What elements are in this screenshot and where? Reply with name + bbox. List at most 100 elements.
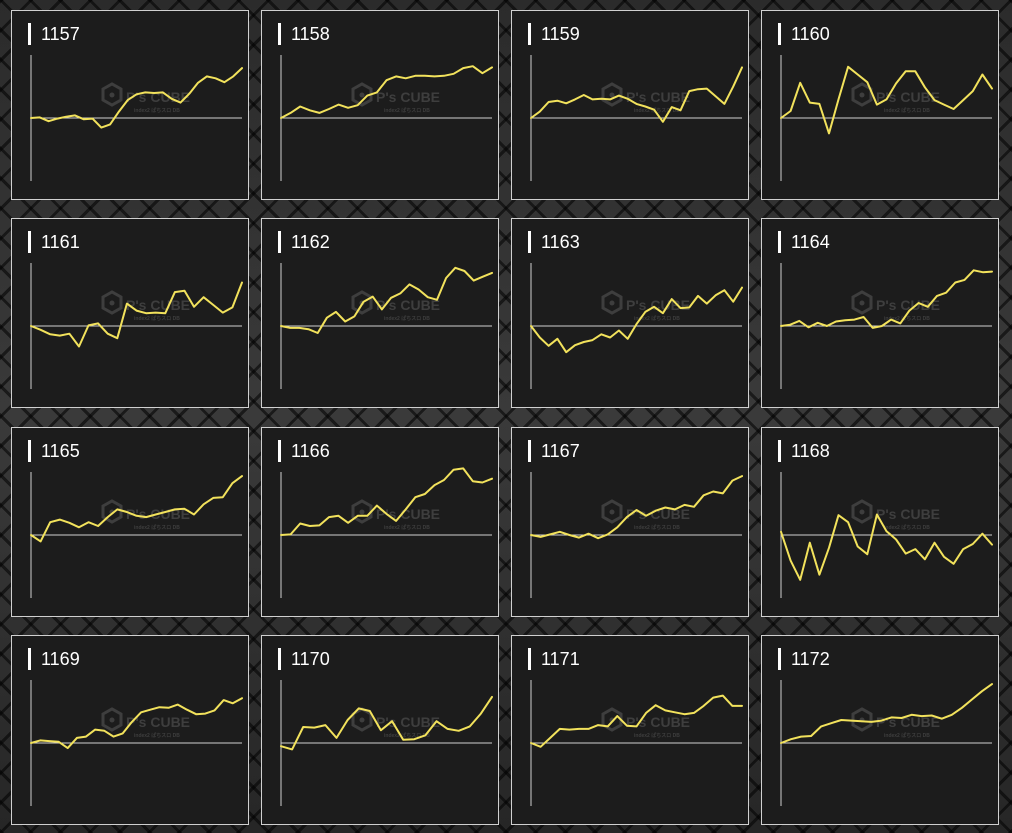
series-line [30,697,243,750]
chart-title: 1160 [778,23,830,45]
line-chart: P's CUBE index2 ぱちスロ DB [280,263,493,389]
chart-title: 1168 [778,440,830,462]
chart-title: 1167 [528,440,580,462]
watermark: P's CUBE index2 ぱちスロ DB [351,290,440,322]
watermark-sub-text: index2 ぱちスロ DB [634,732,680,739]
chart-title: 1157 [28,23,80,45]
chart-panel[interactable]: 1167 P's CUBE index2 ぱちスロ DB [511,427,749,617]
chart-panel[interactable]: 1157 P's CUBE index2 ぱちスロ DB [11,10,249,200]
chart-panel[interactable]: 1169 P's CUBE index2 ぱちスロ DB [11,635,249,825]
cube-logo-icon [101,707,123,732]
cube-logo-center [609,509,615,515]
watermark-sub-text: index2 ぱちスロ DB [384,315,430,322]
line-chart: P's CUBE index2 ぱちスロ DB [780,472,993,598]
chart-title: 1164 [778,231,830,253]
series-line [30,281,243,348]
chart-panel[interactable]: 1158 P's CUBE index2 ぱちスロ DB [261,10,499,200]
chart-panel[interactable]: 1168 P's CUBE index2 ぱちスロ DB [761,427,999,617]
cube-logo-center [359,509,365,515]
chart-panel[interactable]: 1170 P's CUBE index2 ぱちスロ DB [261,635,499,825]
cube-logo-icon [351,290,373,315]
line-chart: P's CUBE index2 ぱちスロ DB [530,680,743,806]
series-line [780,513,993,581]
cube-logo-center [109,92,115,98]
line-chart: P's CUBE index2 ぱちスロ DB [280,680,493,806]
watermark-sub-text: index2 ぱちスロ DB [384,107,430,114]
cube-logo-icon [101,290,123,315]
series-line [530,286,743,354]
series-line [280,266,493,334]
cube-logo-center [109,717,115,723]
chart-title: 1163 [528,231,580,253]
cube-logo-icon [101,82,123,107]
chart-title: 1158 [278,23,330,45]
chart-title: 1166 [278,440,330,462]
watermark-logo-text: P's CUBE [376,297,440,313]
chart-panel[interactable]: 1162 P's CUBE index2 ぱちスロ DB [261,218,499,408]
series-line [530,475,743,540]
watermark-logo-text: P's CUBE [876,506,940,522]
chart-panel[interactable]: 1161 P's CUBE index2 ぱちスロ DB [11,218,249,408]
chart-title: 1170 [278,648,330,670]
chart-panel[interactable]: 1172 P's CUBE index2 ぱちスロ DB [761,635,999,825]
chart-panel[interactable]: 1163 P's CUBE index2 ぱちスロ DB [511,218,749,408]
cube-logo-center [609,92,615,98]
watermark-sub-text: index2 ぱちスロ DB [134,315,180,322]
cube-logo-center [859,509,865,515]
watermark-sub-text: index2 ぱちスロ DB [384,524,430,531]
cube-logo-icon [101,499,123,524]
chart-title: 1169 [28,648,80,670]
cube-logo-icon [351,82,373,107]
cube-logo-center [609,300,615,306]
chart-panel[interactable]: 1159 P's CUBE index2 ぱちスロ DB [511,10,749,200]
line-chart: P's CUBE index2 ぱちスロ DB [280,55,493,181]
chart-panel[interactable]: 1165 P's CUBE index2 ぱちスロ DB [11,427,249,617]
watermark-logo-text: P's CUBE [376,89,440,105]
series-line [280,65,493,119]
series-line [780,269,993,329]
watermark-sub-text: index2 ぱちスロ DB [384,732,430,739]
series-line [780,683,993,744]
series-line [530,694,743,748]
watermark: P's CUBE index2 ぱちスロ DB [351,82,440,114]
watermark-sub-text: index2 ぱちスロ DB [134,524,180,531]
watermark-logo-text: P's CUBE [876,297,940,313]
cube-logo-center [359,92,365,98]
chart-panel[interactable]: 1171 P's CUBE index2 ぱちスロ DB [511,635,749,825]
watermark-sub-text: index2 ぱちスロ DB [884,732,930,739]
watermark-logo-text: P's CUBE [876,89,940,105]
chart-title: 1165 [28,440,80,462]
chart-panel[interactable]: 1164 P's CUBE index2 ぱちスロ DB [761,218,999,408]
watermark-logo-text: P's CUBE [376,714,440,730]
watermark-sub-text: index2 ぱちスロ DB [134,107,180,114]
watermark-logo-text: P's CUBE [626,89,690,105]
chart-panel[interactable]: 1160 P's CUBE index2 ぱちスロ DB [761,10,999,200]
cube-logo-center [859,300,865,306]
chart-panel[interactable]: 1166 P's CUBE index2 ぱちスロ DB [261,427,499,617]
chart-title: 1162 [278,231,330,253]
cube-logo-icon [851,290,873,315]
cube-logo-center [859,92,865,98]
watermark-sub-text: index2 ぱちスロ DB [884,524,930,531]
cube-logo-icon [851,707,873,732]
watermark-logo-text: P's CUBE [626,714,690,730]
cube-logo-icon [601,82,623,107]
cube-logo-center [109,300,115,306]
series-line [30,67,243,129]
chart-title: 1159 [528,23,580,45]
cube-logo-icon [601,499,623,524]
